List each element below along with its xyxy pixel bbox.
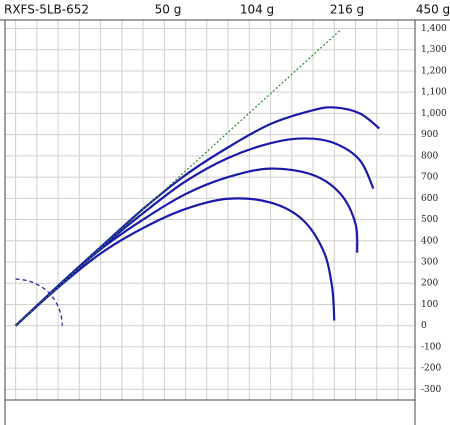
deflection-curve bbox=[14, 106, 381, 327]
y-tick-label: 1,300 bbox=[421, 45, 447, 55]
chart-title: RXFS-5LB-652 bbox=[4, 3, 89, 17]
y-tick-label: 1,200 bbox=[421, 66, 447, 76]
deflection-curve bbox=[14, 197, 336, 327]
y-tick-label: 200 bbox=[421, 279, 438, 289]
y-tick-label: -300 bbox=[421, 385, 441, 395]
y-tick-label: 800 bbox=[421, 151, 438, 161]
y-tick-label: 1,100 bbox=[421, 88, 447, 98]
reference-line bbox=[15, 29, 341, 327]
y-tick-label: 1,400 bbox=[421, 24, 447, 34]
series-label: 50 g bbox=[155, 3, 182, 17]
y-tick-label: 300 bbox=[421, 258, 438, 268]
y-tick-label: 400 bbox=[421, 236, 438, 246]
y-tick-label: 100 bbox=[421, 300, 438, 310]
series-label: 450 g bbox=[416, 3, 450, 17]
reference-line bbox=[15, 278, 63, 326]
y-tick-label: 1,000 bbox=[421, 109, 447, 119]
y-tick-label: 700 bbox=[421, 173, 438, 183]
y-tick-label: -100 bbox=[421, 342, 441, 352]
y-tick-label: 500 bbox=[421, 215, 438, 225]
series-label: 104 g bbox=[240, 3, 274, 17]
y-tick-label: 600 bbox=[421, 194, 438, 204]
y-tick-label: -200 bbox=[421, 364, 441, 374]
series-label: 216 g bbox=[330, 3, 364, 17]
y-tick-label: 900 bbox=[421, 130, 438, 140]
y-tick-label: 0 bbox=[421, 321, 427, 331]
